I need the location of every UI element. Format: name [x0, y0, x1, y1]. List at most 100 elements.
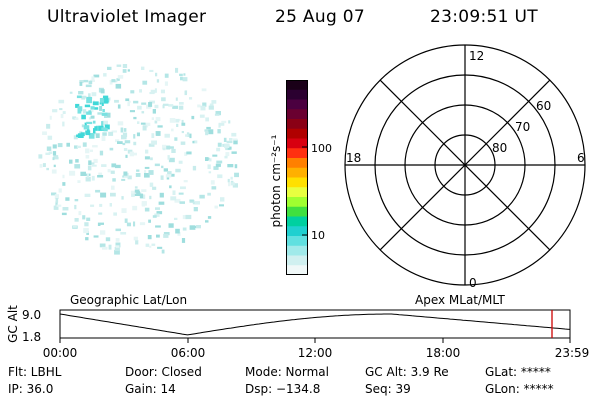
image-pixel — [139, 222, 146, 226]
image-pixel — [197, 104, 201, 108]
image-pixel — [98, 172, 103, 176]
image-pixel — [183, 180, 188, 183]
colorbar-band — [286, 99, 308, 110]
image-pixel — [115, 164, 121, 169]
colorbar-border — [286, 80, 308, 275]
image-pixel — [100, 230, 106, 235]
image-pixel — [175, 118, 180, 123]
image-pixel — [117, 121, 124, 126]
image-pixel — [107, 66, 112, 70]
uv-image — [38, 64, 239, 255]
image-pixel — [125, 154, 128, 158]
image-pixel — [208, 171, 212, 174]
image-pixel — [137, 121, 140, 124]
image-pixel — [109, 203, 112, 207]
image-pixel — [61, 212, 67, 216]
image-pixel — [102, 120, 108, 126]
image-pixel — [106, 112, 111, 118]
image-pixel — [228, 120, 231, 124]
image-pixel — [233, 139, 238, 145]
polar-plot: 12 0 18 6 60 70 80 — [344, 44, 586, 290]
image-pixel — [55, 201, 58, 206]
apex-title: Apex MLat/MLT — [415, 293, 505, 307]
image-pixel — [77, 180, 81, 183]
image-pixel — [130, 90, 135, 94]
image-pixel — [142, 80, 148, 85]
image-pixel — [62, 182, 66, 186]
image-pixel — [231, 132, 237, 137]
image-pixel — [225, 152, 230, 157]
image-pixel — [66, 142, 70, 147]
x-label-2359: 23:59 — [555, 346, 590, 360]
colorbar-band — [286, 187, 308, 198]
image-pixel — [149, 182, 154, 187]
image-pixel-bright — [86, 97, 92, 104]
image-pixel — [91, 92, 97, 97]
image-pixel — [103, 73, 107, 77]
image-pixel — [97, 175, 104, 178]
image-pixel — [212, 154, 218, 157]
image-pixel — [166, 177, 170, 180]
image-pixel — [82, 142, 87, 147]
image-pixel — [155, 225, 161, 228]
image-pixel — [231, 151, 237, 154]
y-tick-1.8: 1.8 — [22, 330, 41, 344]
image-pixel — [168, 223, 174, 228]
image-pixel — [80, 171, 86, 176]
image-pixel — [154, 120, 158, 124]
image-pixel — [171, 128, 174, 132]
image-pixel — [227, 178, 230, 183]
image-pixel — [85, 84, 92, 88]
image-pixel — [186, 151, 192, 155]
image-pixel — [141, 102, 147, 105]
image-pixel — [216, 160, 223, 164]
image-pixel — [230, 182, 235, 186]
image-pixel — [90, 108, 94, 113]
colorbar-tick-100: 100 — [311, 142, 332, 155]
image-pixel — [72, 225, 77, 228]
image-pixel — [155, 72, 158, 77]
image-pixel — [102, 246, 108, 250]
image-pixel — [157, 125, 163, 128]
image-pixel-bright — [101, 101, 104, 106]
image-pixel — [184, 90, 187, 96]
colorbar — [286, 80, 308, 275]
image-pixel — [105, 237, 111, 242]
image-pixel — [175, 67, 179, 73]
image-pixel — [192, 201, 197, 205]
image-pixel — [172, 105, 178, 109]
image-pixel — [179, 73, 183, 76]
image-pixel — [91, 164, 97, 167]
image-pixel — [196, 225, 201, 229]
image-pixel — [83, 79, 89, 83]
image-pixel — [217, 129, 221, 134]
image-pixel — [163, 232, 170, 236]
image-pixel — [183, 73, 186, 76]
image-pixel — [125, 98, 130, 102]
image-pixel — [159, 192, 164, 198]
image-pixel — [114, 99, 119, 103]
image-pixel — [148, 143, 155, 147]
lat-label-60: 60 — [536, 99, 551, 113]
image-pixel — [205, 220, 209, 223]
image-pixel — [115, 83, 122, 89]
image-pixel — [129, 151, 134, 157]
image-pixel — [171, 148, 176, 153]
image-pixel — [62, 174, 65, 179]
image-pixel-bright — [92, 101, 99, 106]
image-pixel — [145, 149, 149, 154]
image-pixel — [160, 175, 164, 180]
image-pixel — [229, 138, 233, 141]
image-pixel — [211, 100, 217, 104]
lat-label-70: 70 — [515, 120, 530, 134]
image-pixel — [97, 222, 101, 226]
image-pixel-bright — [92, 120, 96, 124]
image-pixel — [180, 76, 183, 81]
image-pixel — [141, 189, 147, 192]
image-pixel — [169, 146, 174, 149]
image-pixel — [217, 174, 223, 179]
image-pixel — [127, 102, 130, 107]
image-pixel — [136, 132, 140, 137]
image-pixel — [74, 218, 79, 222]
glon-info: GLon: ***** — [485, 382, 554, 396]
